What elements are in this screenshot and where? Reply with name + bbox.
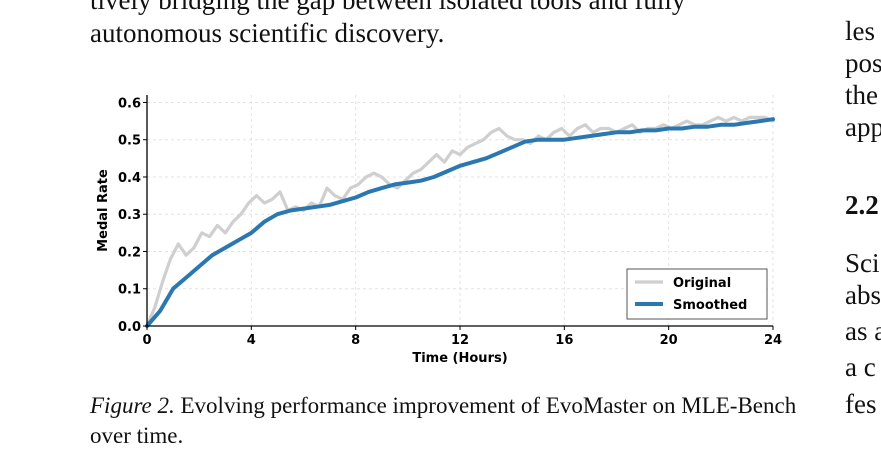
- body-text-line-1: tively bridging the gap between isolated…: [90, 0, 686, 15]
- x-axis-label: Time (Hours): [412, 351, 507, 366]
- y-axis-label: Medal Rate: [96, 169, 111, 252]
- y-tick-label: 0.6: [118, 96, 141, 111]
- x-tick-label: 16: [555, 333, 573, 348]
- legend-box: [626, 268, 768, 320]
- y-tick-label: 0.4: [118, 171, 141, 186]
- y-tick-label: 0.1: [118, 283, 141, 298]
- x-tick-label: 8: [351, 333, 360, 348]
- section-heading: 2.2: [845, 190, 879, 220]
- right-col-line: as a: [845, 316, 881, 346]
- right-col-line: a c: [845, 352, 876, 382]
- x-tick-label: 4: [247, 333, 256, 348]
- right-col-line: app: [845, 112, 881, 142]
- right-column-text: les pos the app 2.2 Sci abs as a a c fes: [845, 0, 881, 461]
- body-text-line-2: autonomous scientific discovery.: [90, 18, 445, 48]
- figure-label: Figure 2.: [90, 393, 175, 418]
- y-tick-label: 0.2: [118, 245, 141, 260]
- legend: Original Smoothed: [626, 268, 768, 320]
- right-col-line: Sci: [845, 248, 880, 278]
- right-col-line: fes: [845, 389, 877, 419]
- right-col-line: abs: [845, 280, 881, 310]
- x-tick-label: 24: [764, 333, 782, 348]
- y-tick-label: 0.0: [118, 320, 141, 335]
- right-col-line: the: [845, 80, 878, 110]
- y-tick-label: 0.5: [118, 134, 141, 149]
- x-tick-label: 12: [451, 333, 469, 348]
- x-tick-label: 20: [660, 333, 678, 348]
- y-tick-label: 0.3: [118, 208, 141, 223]
- right-col-line: pos: [845, 48, 881, 78]
- axes: 0 4 8 12 16 20 24 0.0 0.1 0.2 0.3 0.4 0.5 0.6 Time (Ho…: [96, 95, 782, 366]
- right-col-line: les: [845, 16, 875, 46]
- figure-caption: Figure 2. Evolving performance improveme…: [90, 391, 810, 451]
- legend-label-original: Original: [673, 276, 731, 291]
- legend-label-smoothed: Smoothed: [673, 298, 747, 313]
- series-line-smoothed: [145, 117, 775, 328]
- series-lines: [145, 115, 775, 328]
- figure-caption-text: Evolving performance improvement of EvoM…: [90, 393, 797, 448]
- x-tick-label: 0: [142, 333, 151, 348]
